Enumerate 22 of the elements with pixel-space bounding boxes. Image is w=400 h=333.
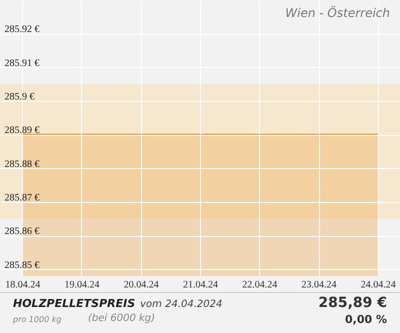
x-tick-label: 24.04.24 (360, 280, 396, 290)
y-tick-label: 285.86 € (4, 226, 40, 238)
text: HOLZPELLETSPREIS (13, 297, 136, 310)
x-tick-label: 20.04.24 (124, 280, 159, 290)
x-tick-label: 22.04.24 (242, 280, 278, 290)
y-tick-label: 285.87 € (4, 192, 40, 204)
text: 0,00 % (345, 313, 387, 326)
text: pro 1000 kg (13, 315, 62, 324)
y-tick-label: 285.85 € (4, 260, 40, 271)
x-tick-label: 23.04.24 (302, 280, 337, 290)
y-tick-label: 285.92 € (4, 24, 40, 36)
x-tick-label: 19.04.24 (64, 280, 100, 290)
y-tick-label: 285.91 € (4, 58, 40, 69)
y-tick-label: 285.88 € (4, 158, 40, 170)
x-tick-label: 21.04.24 (183, 280, 218, 290)
text: 285,89 € (318, 295, 387, 311)
annotation: Wien - Österreich (285, 6, 390, 20)
y-tick-label: 285.89 € (4, 125, 40, 136)
text: (bei 6000 kg) (88, 313, 156, 324)
text: vom 24.04.2024 (140, 299, 222, 310)
y-tick-label: 285.9 € (4, 91, 34, 102)
x-tick-label: 18.04.24 (5, 280, 40, 290)
